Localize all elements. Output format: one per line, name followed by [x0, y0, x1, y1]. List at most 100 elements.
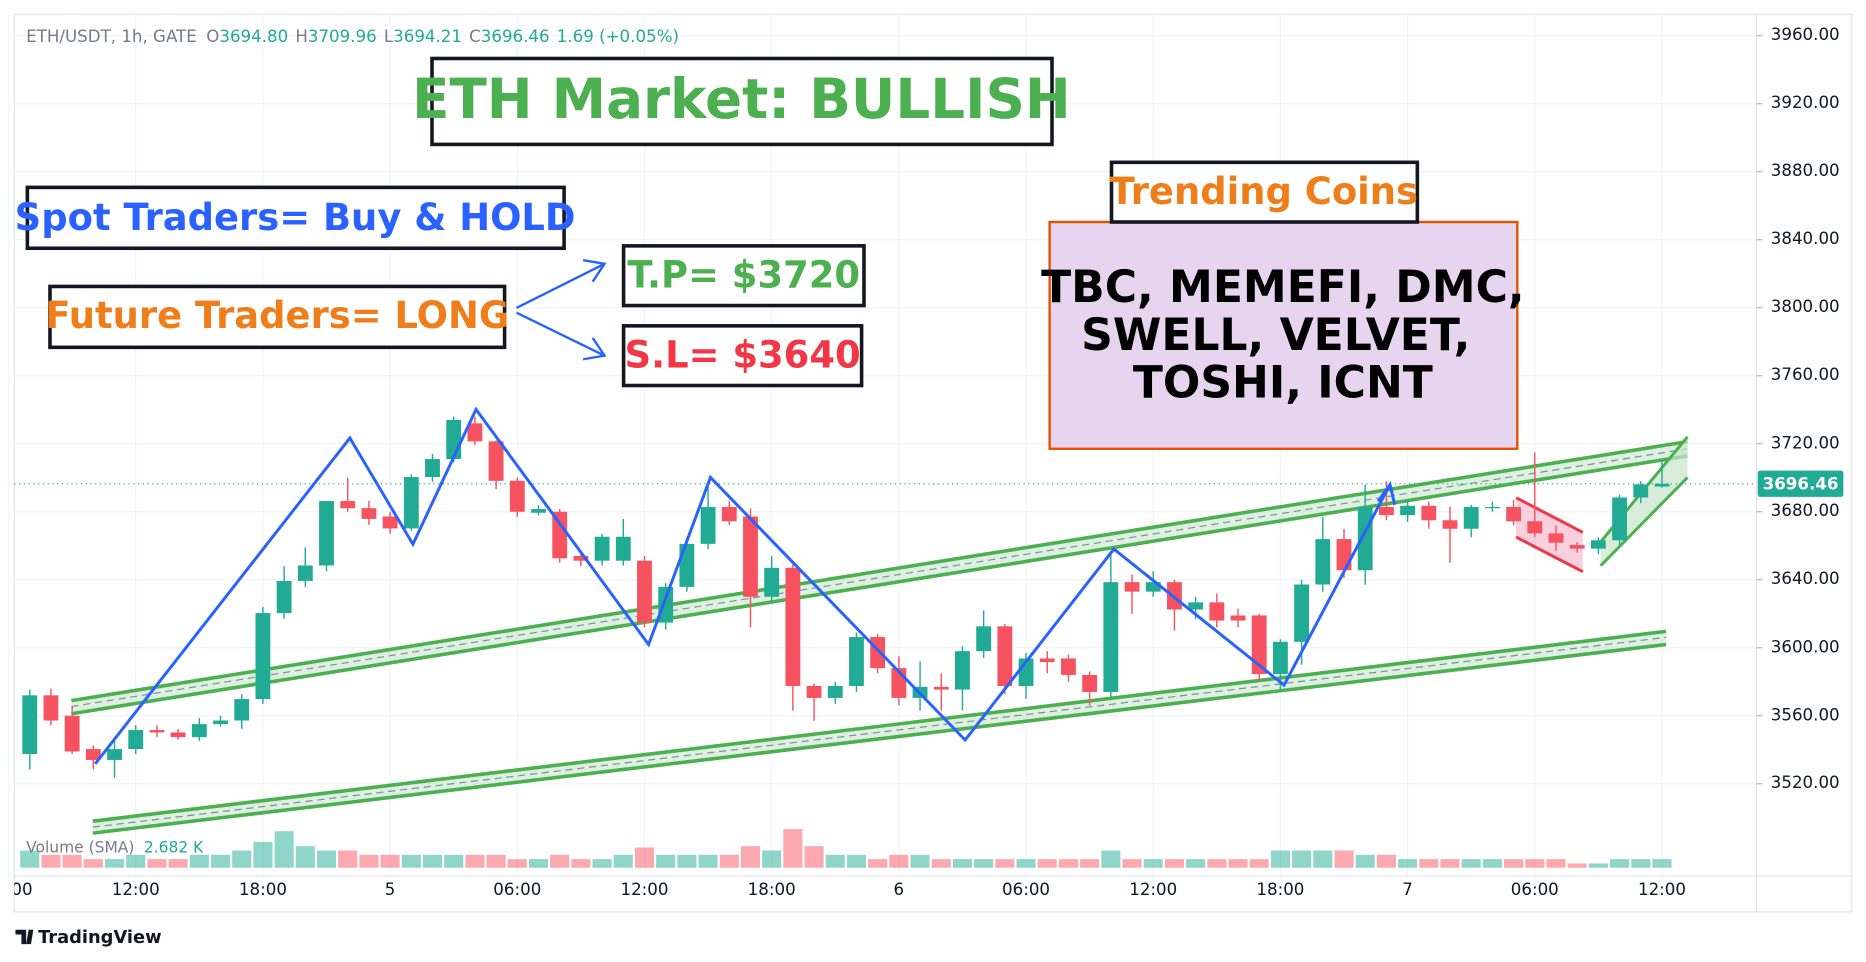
candle-body	[446, 419, 462, 460]
y-tick-label: 3920.00	[1771, 93, 1840, 112]
coin-line: TBC, MEMEFI, DMC,	[1041, 262, 1524, 313]
volume-bar	[1567, 863, 1587, 868]
arrow	[515, 262, 606, 310]
volume-bar	[1016, 859, 1036, 868]
ohlc-key: C	[469, 26, 481, 45]
lower-channel-line	[92, 629, 1667, 823]
volume-bar	[974, 859, 994, 868]
volume-bar	[422, 854, 443, 868]
bull-flag-line	[1599, 476, 1689, 567]
y-tick-label: 3960.00	[1771, 25, 1840, 44]
candle-body	[1124, 582, 1140, 592]
volume-bar	[210, 854, 231, 868]
volume-bar	[1037, 859, 1057, 868]
candle-body	[43, 695, 59, 721]
ohlc-key: O	[206, 26, 219, 45]
volume-bar	[1440, 859, 1460, 868]
candle-body	[128, 730, 144, 750]
y-tick-label: 3720.00	[1771, 433, 1840, 452]
volume-bar	[316, 850, 337, 868]
volume-bar	[868, 859, 888, 868]
candle-body	[1145, 582, 1161, 592]
x-tick-label: 06:00	[1002, 880, 1050, 899]
upper-channel-line	[71, 454, 1688, 716]
volume-bar	[995, 859, 1015, 868]
candle-body	[870, 637, 886, 669]
volume-bar	[232, 850, 252, 868]
candle-body	[1463, 506, 1479, 529]
symbol: ETH/USDT, 1h, GATE	[26, 26, 197, 45]
volume-bar	[401, 854, 421, 868]
candle-body	[191, 724, 207, 738]
candle-body	[1294, 584, 1310, 642]
arrow	[515, 311, 606, 357]
arrowhead	[582, 337, 607, 361]
brand-name: TradingView	[38, 927, 162, 948]
volume-bar	[1207, 859, 1227, 868]
volume-label: Volume (SMA) 2.682 K	[26, 838, 204, 856]
candle-body	[1484, 506, 1500, 509]
volume-bar	[1292, 850, 1312, 868]
volume-bar	[465, 854, 485, 868]
candle-body	[849, 637, 864, 687]
volume-bar	[740, 846, 761, 868]
x-tick-label: 12:00	[620, 880, 668, 899]
arrowhead	[582, 259, 607, 283]
trending-title: Trending Coins	[1110, 170, 1418, 213]
y-tick-label: 3760.00	[1771, 365, 1840, 384]
volume-bar	[677, 854, 697, 868]
volume-bar	[528, 859, 549, 868]
volume-bar	[486, 854, 506, 868]
candle-body	[721, 506, 737, 522]
volume-bar	[41, 854, 61, 868]
x-tick-label: 18:00	[1256, 880, 1304, 899]
candle-body	[1103, 582, 1119, 692]
trending-box	[1109, 160, 1420, 224]
candle-body	[679, 543, 695, 587]
volume-bar	[613, 854, 633, 868]
candle-body	[1230, 615, 1246, 621]
y-tick-label: 3640.00	[1771, 569, 1840, 588]
volume-bar	[825, 854, 845, 868]
candle-body	[658, 586, 674, 623]
volume-bar	[1270, 850, 1290, 868]
y-tick-label: 3840.00	[1771, 229, 1840, 248]
bear-flag-line	[1515, 535, 1584, 574]
tp-box	[621, 244, 866, 308]
upper-channel-line	[71, 439, 1688, 703]
volume-bar	[1334, 850, 1354, 868]
candle-body	[806, 686, 822, 698]
candle-body	[1569, 545, 1585, 549]
y-tick-label: 3600.00	[1771, 637, 1840, 656]
channel-drawings	[71, 435, 1689, 835]
candle-body	[933, 686, 949, 690]
candle-body	[1209, 602, 1225, 621]
candle-body	[552, 511, 568, 559]
volume-bar	[719, 854, 739, 868]
x-tick-label: 12:00	[1129, 880, 1177, 899]
candle-body	[1506, 506, 1522, 522]
volume-sma: 2.682 K	[144, 838, 204, 856]
volume-bar	[168, 859, 188, 868]
volume-bar	[952, 859, 972, 868]
candle-body	[700, 506, 716, 544]
volume-bar	[1058, 859, 1078, 868]
candle-body	[340, 501, 356, 509]
sl-box	[621, 324, 864, 388]
ohlc-key: L	[384, 26, 394, 45]
candle-body	[276, 580, 292, 614]
coins-box	[1048, 220, 1519, 450]
candle-body	[488, 441, 504, 481]
candles	[22, 416, 1670, 778]
volume-bar	[656, 854, 676, 868]
title-box	[430, 56, 1054, 147]
candle-body	[1421, 505, 1437, 521]
volume-bar	[1631, 859, 1651, 868]
volume-bar	[147, 859, 167, 868]
volume-bar	[359, 854, 379, 868]
stop-loss: S.L= $3640	[625, 333, 861, 376]
candle-body	[297, 565, 313, 581]
candle-body	[213, 720, 228, 725]
